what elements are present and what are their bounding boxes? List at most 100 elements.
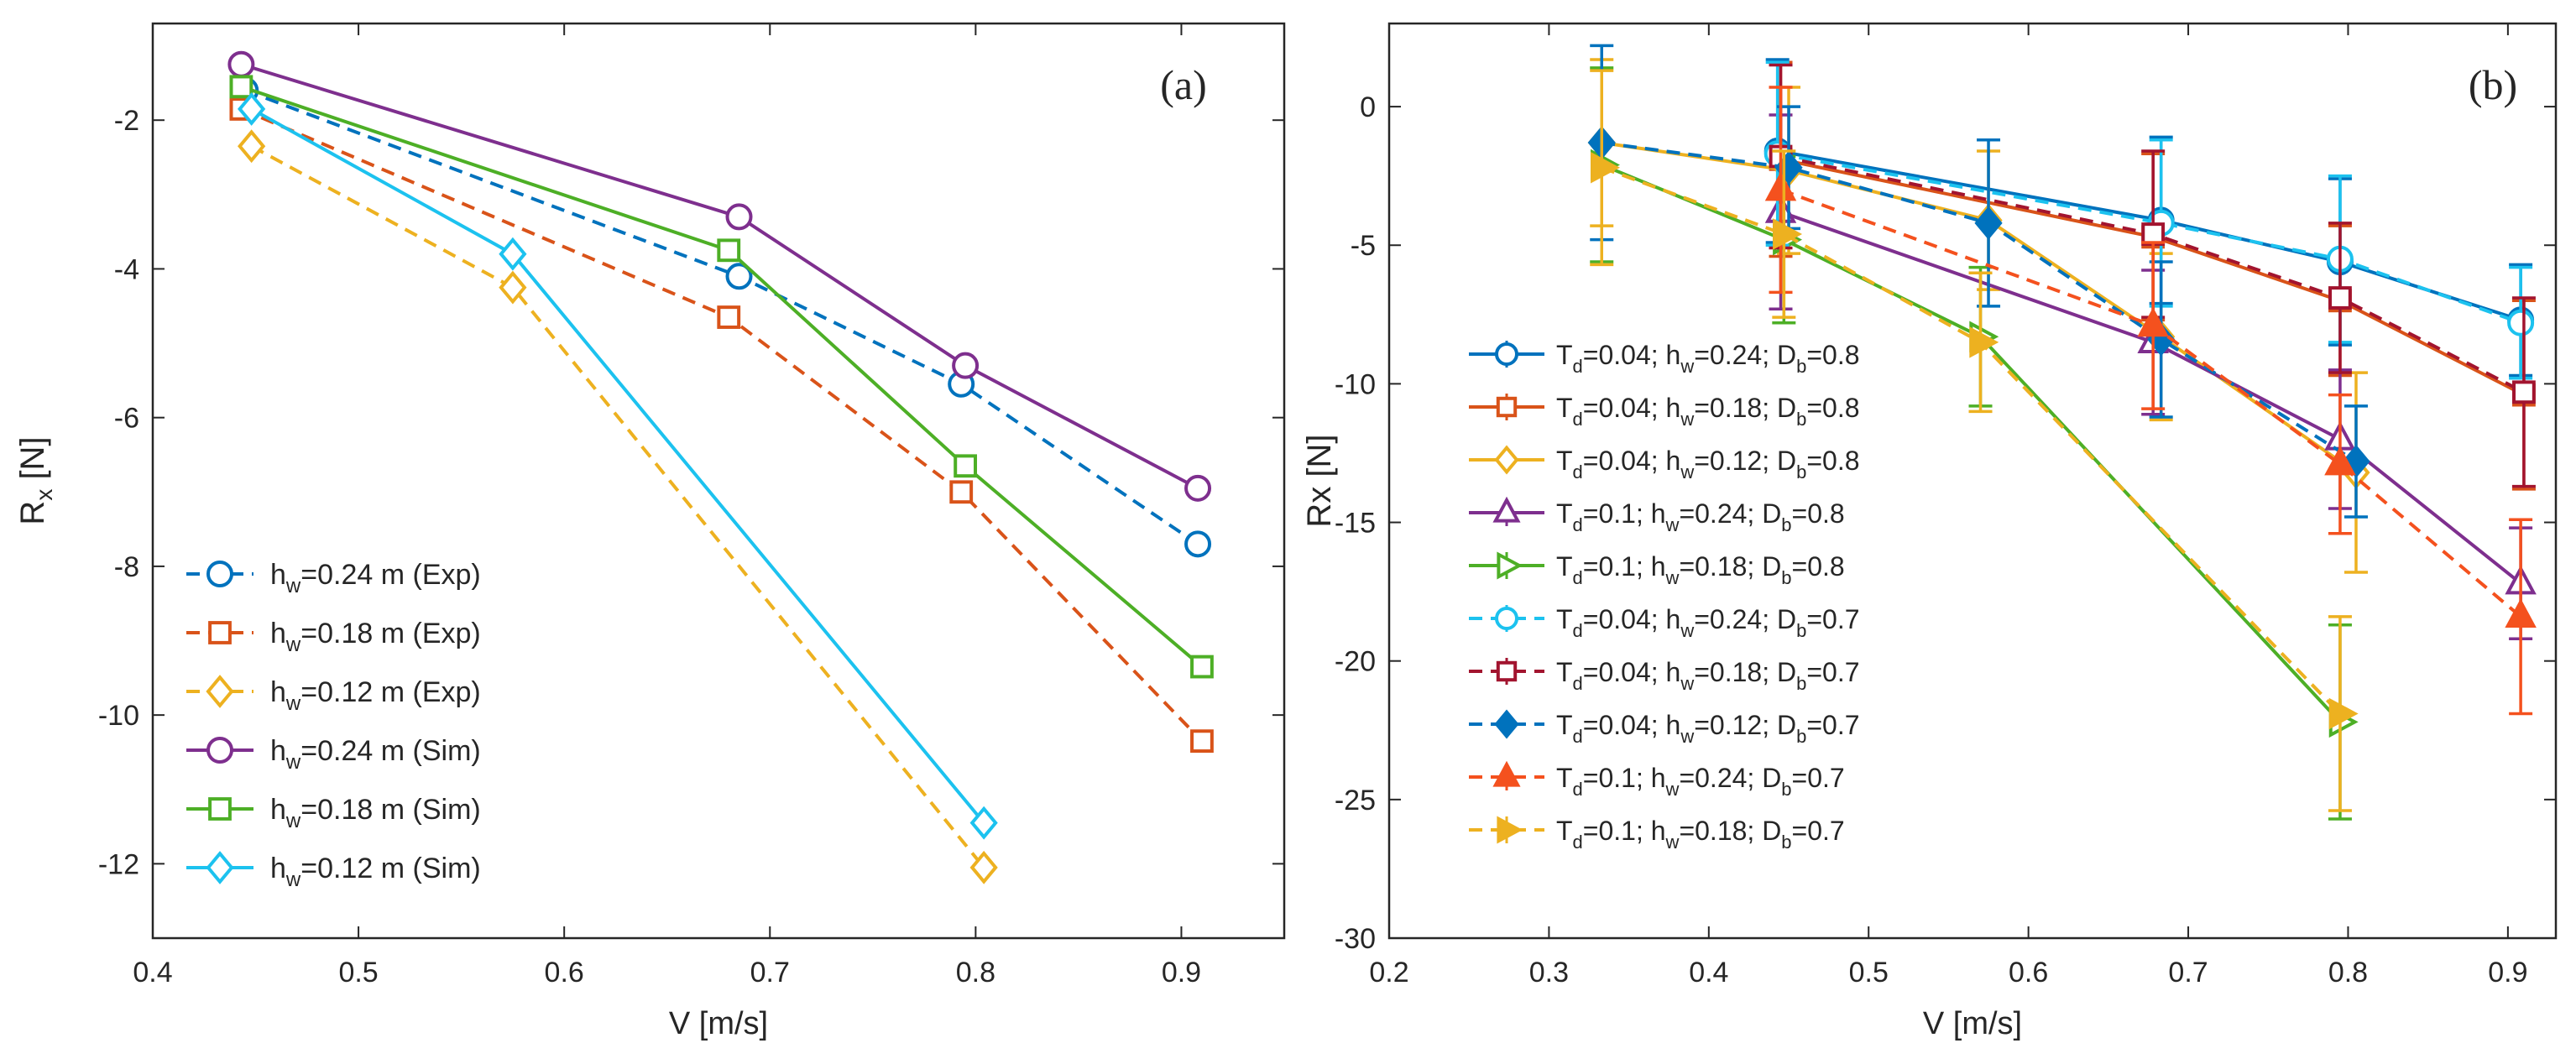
data-point <box>1184 530 1212 558</box>
data-point <box>717 305 741 329</box>
legend-label-hw: =0.12; D <box>1694 710 1796 740</box>
legend-marker <box>1494 709 1519 739</box>
legend-label-sub-w: w <box>1680 726 1694 747</box>
legend-marker <box>1495 607 1518 630</box>
x-tick-label: 0.5 <box>1849 957 1889 988</box>
legend-marker <box>1496 660 1518 682</box>
data-point <box>717 238 741 263</box>
legend-label-sub-b: b <box>1796 462 1806 482</box>
x-tick-label: 0.7 <box>750 957 790 988</box>
data-point <box>2328 286 2352 310</box>
legend-label-text: =0.12 m (Sim) <box>300 853 480 884</box>
legend-marker <box>206 851 234 884</box>
series-line <box>1601 165 2342 715</box>
legend-label-sub-d: d <box>1573 462 1583 482</box>
plot-area <box>151 22 1286 940</box>
legend-label: hw=0.24 m (Sim) <box>270 735 481 774</box>
series-line <box>1777 152 2521 325</box>
y-tick-label: -6 <box>114 403 139 435</box>
legend-marker <box>1492 760 1521 787</box>
legend-marker <box>206 737 233 764</box>
series-a-2 <box>238 129 998 884</box>
legend-label-sub-b: b <box>1796 356 1806 377</box>
x-tick-label: 0.7 <box>2168 957 2208 988</box>
legend-label-sub: w <box>285 868 301 891</box>
legend-label-sub-d: d <box>1573 779 1583 800</box>
legend-label-sub-b: b <box>1781 567 1791 588</box>
x-tick-label: 0.4 <box>1689 957 1728 988</box>
data-point <box>2324 446 2356 476</box>
legend-marker <box>208 621 232 644</box>
legend-label-db: =0.7 <box>1806 657 1859 687</box>
legend-label-td: =0.1; h <box>1583 763 1666 793</box>
legend-label-db: =0.8 <box>1792 551 1845 582</box>
legend-label-db: =0.8 <box>1792 498 1845 529</box>
legend-marker <box>1492 496 1521 523</box>
data-point <box>969 806 998 840</box>
data-point <box>2505 598 2537 628</box>
legend-label-hw: =0.18; D <box>1694 657 1796 687</box>
legend: Td=0.04; hw=0.24; Db=0.8Td=0.04; hw=0.18… <box>1469 340 1860 853</box>
legend-label-sub-b: b <box>1796 620 1806 641</box>
plot-area <box>1387 22 2558 940</box>
legend-label-sub-d: d <box>1573 409 1583 430</box>
series-b-9 <box>1590 69 2359 812</box>
legend-label-sub: w <box>285 692 301 715</box>
legend-marker <box>1494 445 1519 475</box>
x-tick-label: 0.9 <box>2488 957 2527 988</box>
data-point <box>2512 380 2536 404</box>
legend-label-sub-w: w <box>1680 462 1694 482</box>
series-line <box>1780 157 2525 397</box>
legend-label-db: =0.7 <box>1792 816 1845 846</box>
chart-panel-a: 0.4 0.5 0.6 0.7 0.8 0.9 -12 -10 -8 -6 -4 -2 V [m/s] R… <box>14 22 1286 1041</box>
data-point <box>1974 206 2003 240</box>
legend-label-db: =0.7 <box>1806 710 1859 740</box>
y-tick-label: -10 <box>1335 368 1376 400</box>
data-point <box>952 352 980 379</box>
legend-label-sub-w: w <box>1665 514 1680 535</box>
legend-label-text: =0.24 m (Exp) <box>300 559 480 591</box>
legend-label-sub-w: w <box>1665 832 1680 853</box>
data-point <box>2137 307 2169 337</box>
legend-label-sub-w: w <box>1680 620 1694 641</box>
legend-label-sub-d: d <box>1573 620 1583 641</box>
data-point <box>725 263 753 290</box>
data-point <box>499 270 527 305</box>
legend-marker <box>1497 816 1523 844</box>
legend-marker <box>1496 396 1518 418</box>
y-tick-label: 0 <box>1360 91 1376 123</box>
legend-label-sub-w: w <box>1665 567 1680 588</box>
legend-label-sub-w: w <box>1680 409 1694 430</box>
legend-marker <box>208 797 232 821</box>
y-tick-label: -2 <box>114 105 139 137</box>
y-axis-label-sub: x <box>31 489 57 501</box>
y-tick-label: -8 <box>114 551 139 583</box>
series-line <box>1779 210 2522 585</box>
legend-label-db: =0.8 <box>1806 393 1859 423</box>
y-tick-label: -25 <box>1335 785 1376 816</box>
y-tick-label: -20 <box>1335 646 1376 678</box>
x-tick-label: 0.8 <box>956 957 995 988</box>
x-axis-label: V [m/s] <box>1923 1006 2022 1041</box>
x-tick-label: 0.6 <box>2009 957 2048 988</box>
legend-marker <box>206 561 233 587</box>
y-tick-label: -4 <box>114 253 139 285</box>
legend-label-sub-d: d <box>1573 726 1583 747</box>
legend-label-hw: =0.18; D <box>1679 551 1781 582</box>
legend-label-sub-d: d <box>1573 673 1583 694</box>
y-axis-label: Rx [N] <box>14 436 57 524</box>
legend-label-sub-b: b <box>1781 832 1791 853</box>
legend-label-hw: =0.12; D <box>1694 446 1796 476</box>
data-point <box>1764 171 1797 201</box>
x-tick-label: 0.6 <box>545 957 584 988</box>
legend-label-sub-w: w <box>1680 356 1694 377</box>
legend-label-sub-b: b <box>1781 779 1791 800</box>
data-point <box>725 203 753 231</box>
legend-label-td: =0.1; h <box>1583 816 1666 846</box>
y-tick-label: -15 <box>1335 508 1376 540</box>
series-line <box>244 88 1199 545</box>
data-point <box>2328 697 2359 730</box>
series-line <box>240 62 1199 490</box>
data-point <box>229 75 253 99</box>
